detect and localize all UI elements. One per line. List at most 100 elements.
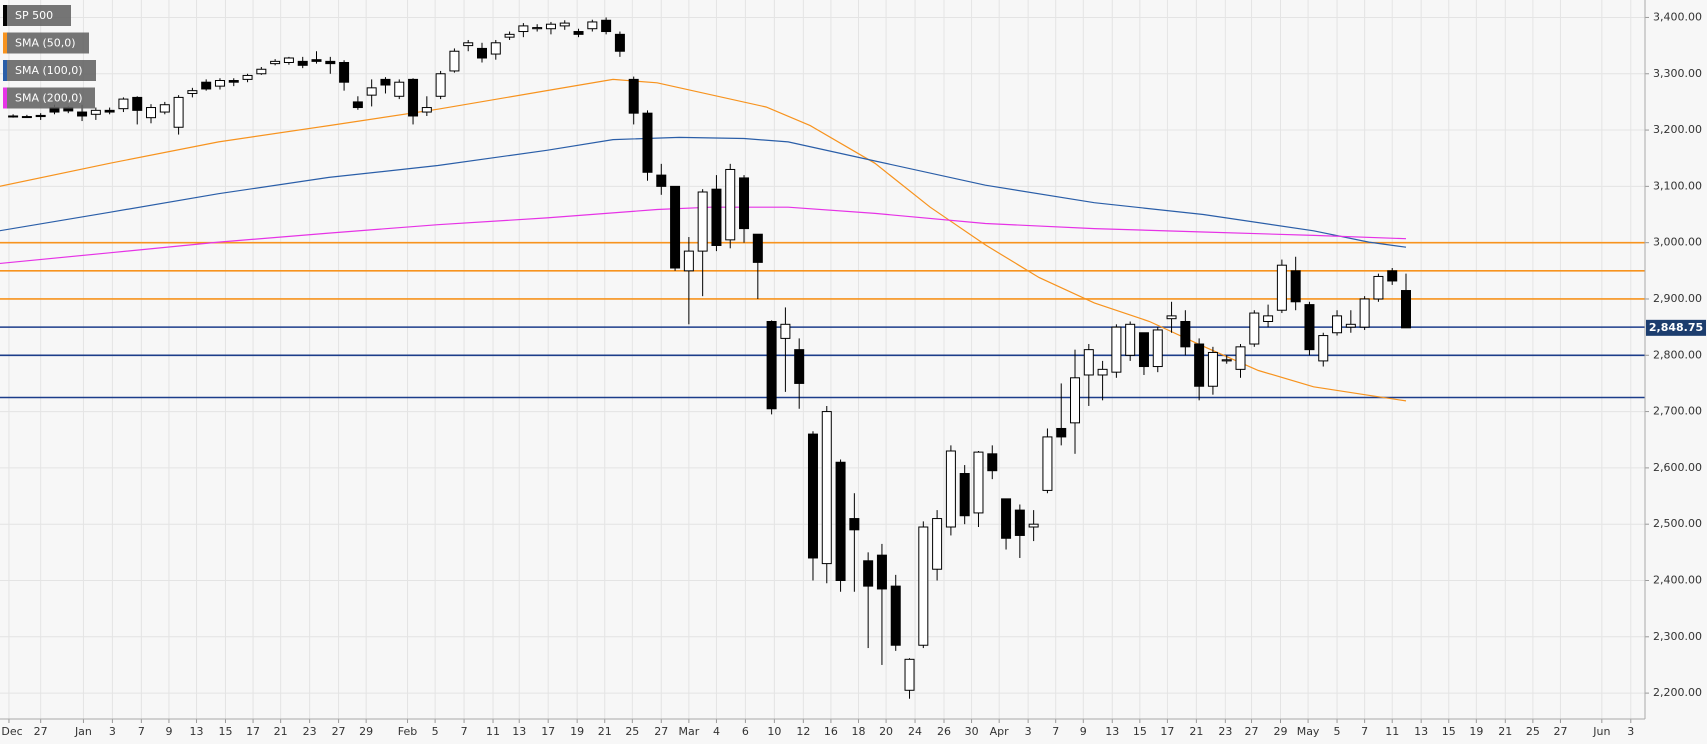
candle-body <box>821 411 832 565</box>
candle-body <box>1194 343 1205 387</box>
candle-body <box>1249 312 1260 345</box>
candle-body <box>1111 326 1122 373</box>
x-tick-label: 17 <box>541 725 555 738</box>
candle-body <box>1304 304 1315 351</box>
candle-body <box>642 112 653 173</box>
candle-body <box>1401 290 1412 329</box>
x-tick-label: 26 <box>937 725 951 738</box>
x-tick-label: 15 <box>218 725 232 738</box>
candle-body <box>1276 264 1287 311</box>
candle-body <box>21 116 32 119</box>
candle-body <box>614 33 625 52</box>
candle-body <box>766 320 777 410</box>
candle-body <box>90 109 101 115</box>
x-tick-label: 27 <box>1553 725 1567 738</box>
x-tick-label: 19 <box>570 725 584 738</box>
x-tick-label: Dec <box>1 725 22 738</box>
x-tick-label: 27 <box>332 725 346 738</box>
x-tick-label: 30 <box>965 725 979 738</box>
candle-body <box>1180 320 1191 348</box>
candle-body <box>118 98 129 110</box>
candle-body <box>601 19 612 33</box>
legend-swatch <box>3 5 7 26</box>
candle-body <box>201 81 212 90</box>
x-tick-label: 3 <box>1627 725 1634 738</box>
x-tick-label: 12 <box>796 725 810 738</box>
x-tick-label: 18 <box>851 725 865 738</box>
candle-body <box>1235 346 1246 370</box>
candle-body <box>1070 377 1081 424</box>
candle-body <box>835 461 846 581</box>
x-tick-label: 21 <box>274 725 288 738</box>
candle-body <box>1166 315 1177 320</box>
candle-body <box>780 323 791 339</box>
x-tick-label: 23 <box>303 725 317 738</box>
candle-body <box>283 57 294 63</box>
y-tick-label: 3,100.00 <box>1653 179 1702 192</box>
candle-body <box>628 78 639 114</box>
candle-body <box>490 42 501 55</box>
candle-body <box>173 96 184 128</box>
x-tick-label: 19 <box>1469 725 1483 738</box>
candle-body <box>1387 270 1398 282</box>
candle-body <box>1028 523 1039 528</box>
x-tick-label: 21 <box>598 725 612 738</box>
candle-body <box>587 21 598 30</box>
x-tick-label: 9 <box>165 725 172 738</box>
y-tick-label: 2,700.00 <box>1653 405 1702 418</box>
candle-body <box>1097 368 1108 376</box>
x-tick-label: 3 <box>109 725 116 738</box>
candle-body <box>1290 270 1301 303</box>
candle-body <box>187 90 198 94</box>
x-tick-label: Jan <box>74 725 92 738</box>
x-tick-label: 29 <box>359 725 373 738</box>
legend-swatch <box>3 87 7 109</box>
candle-body <box>1042 436 1053 491</box>
candle-body <box>545 23 556 30</box>
x-tick-label: 21 <box>1189 725 1203 738</box>
candle-body <box>297 60 308 66</box>
candle-body <box>1207 351 1218 387</box>
candle-body <box>532 27 543 30</box>
x-tick-label: 7 <box>1052 725 1059 738</box>
sma-line <box>0 206 1407 265</box>
x-tick-label: 11 <box>486 725 500 738</box>
sma-line <box>0 136 1407 248</box>
x-tick-label: 21 <box>1498 725 1512 738</box>
candle-body <box>794 349 805 384</box>
y-tick-label: 2,400.00 <box>1653 573 1702 586</box>
candle-body <box>1083 349 1094 376</box>
candle-body <box>366 87 377 96</box>
candle-body <box>849 518 860 531</box>
candle-body <box>476 47 487 59</box>
candle-body <box>1332 315 1343 334</box>
candle-body <box>1263 315 1274 322</box>
candle-body <box>752 233 763 263</box>
candle-body <box>739 177 750 230</box>
candle-body <box>1125 323 1136 356</box>
candle-body <box>270 60 281 65</box>
candle-body <box>711 188 722 246</box>
legend-box <box>3 5 71 26</box>
x-tick-label: Mar <box>678 725 699 738</box>
candle-body <box>890 585 901 646</box>
candle-body <box>904 658 915 691</box>
candle-body <box>242 74 253 80</box>
x-tick-label: May <box>1297 725 1320 738</box>
candle-body <box>35 114 46 118</box>
candle-body <box>932 518 943 570</box>
x-tick-label: 13 <box>1105 725 1119 738</box>
x-tick-label: 17 <box>1160 725 1174 738</box>
legend-label: SMA (50,0) <box>15 37 76 50</box>
x-tick-label: 27 <box>1245 725 1259 738</box>
x-tick-label: 7 <box>138 725 145 738</box>
candle-body <box>228 80 239 83</box>
last-price-box <box>1646 319 1706 336</box>
candle-body <box>807 433 818 559</box>
candle-body <box>159 104 170 113</box>
candle-body <box>670 185 681 269</box>
legend-box <box>3 32 89 54</box>
candle-body <box>973 451 984 514</box>
